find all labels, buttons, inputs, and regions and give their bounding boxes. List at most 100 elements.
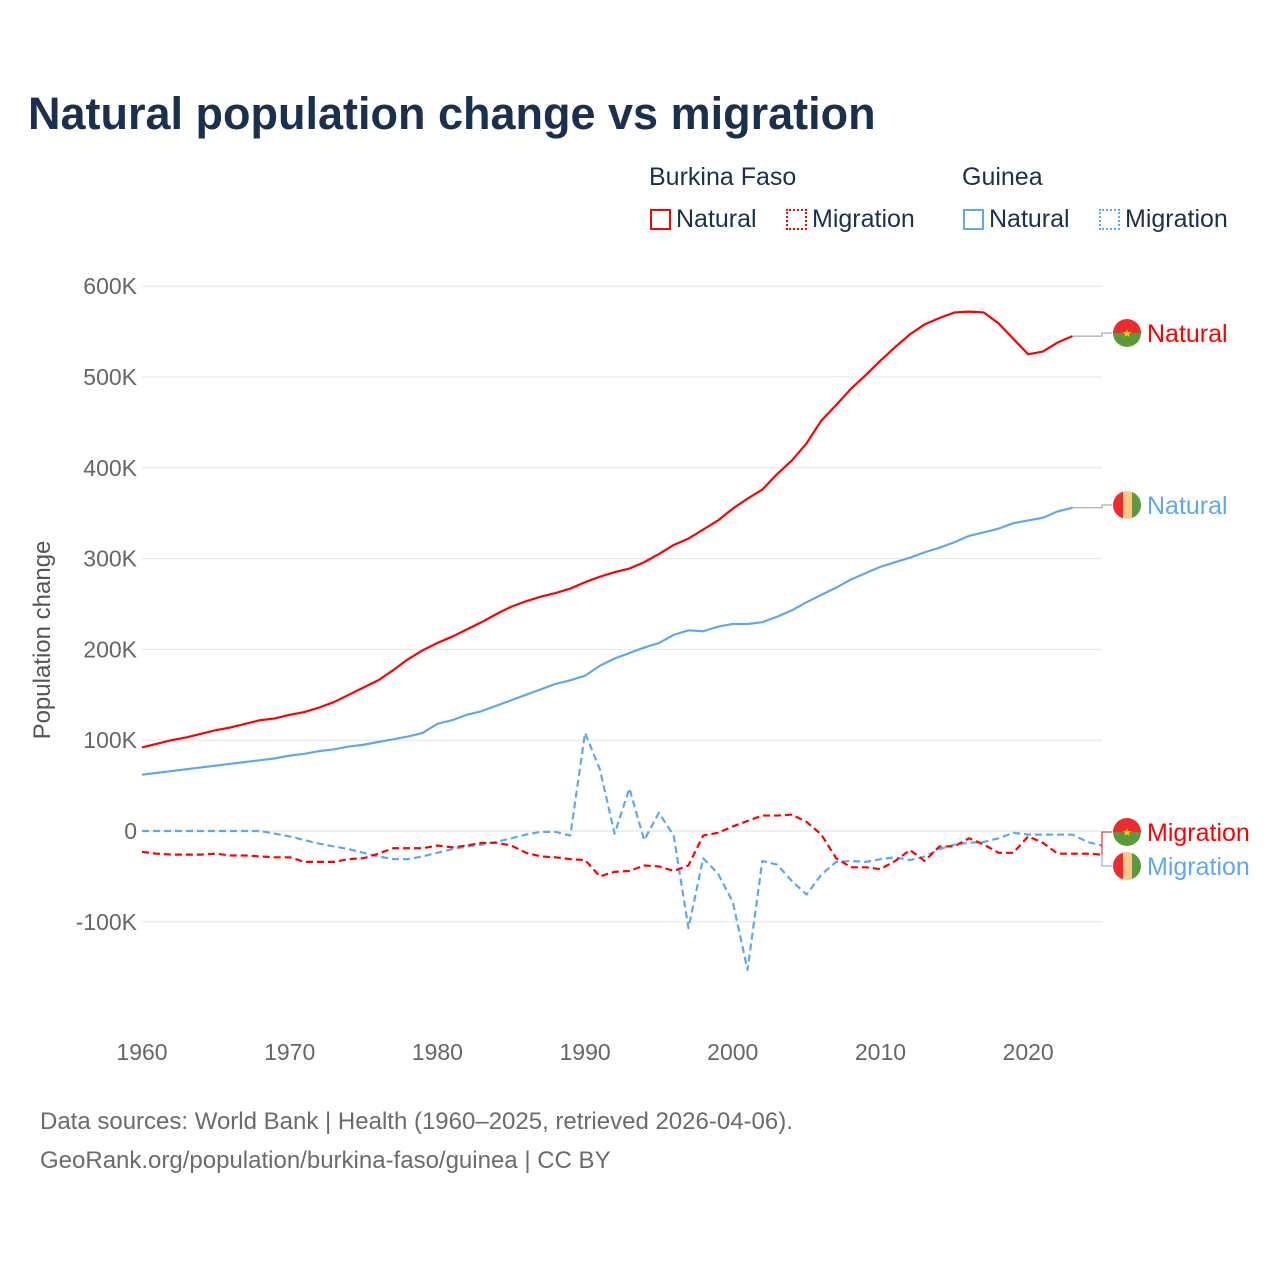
- data-point[interactable]: [286, 711, 294, 719]
- data-point[interactable]: [197, 730, 205, 738]
- data-point[interactable]: [360, 684, 368, 692]
- data-point[interactable]: [965, 532, 973, 540]
- data-point[interactable]: [847, 575, 855, 583]
- data-point[interactable]: [271, 754, 279, 762]
- data-point[interactable]: [507, 842, 515, 850]
- data-point[interactable]: [876, 855, 884, 863]
- data-point[interactable]: [315, 747, 323, 755]
- data-point[interactable]: [1024, 832, 1032, 840]
- data-point[interactable]: [640, 836, 648, 844]
- data-point[interactable]: [1054, 507, 1062, 515]
- data-point[interactable]: [1039, 839, 1047, 847]
- data-point[interactable]: [714, 870, 722, 878]
- data-point[interactable]: [345, 691, 353, 699]
- data-point[interactable]: [655, 809, 663, 817]
- data-point[interactable]: [138, 827, 146, 835]
- data-point[interactable]: [256, 716, 264, 724]
- data-point[interactable]: [448, 843, 456, 851]
- data-point[interactable]: [876, 563, 884, 571]
- data-point[interactable]: [980, 309, 988, 317]
- data-point[interactable]: [300, 750, 308, 758]
- data-point[interactable]: [1009, 849, 1017, 857]
- data-point[interactable]: [212, 850, 220, 858]
- data-point[interactable]: [522, 849, 530, 857]
- data-point[interactable]: [478, 707, 486, 715]
- data-point[interactable]: [803, 818, 811, 826]
- data-point[interactable]: [448, 716, 456, 724]
- data-point[interactable]: [552, 828, 560, 836]
- data-point[interactable]: [788, 606, 796, 614]
- data-point[interactable]: [153, 827, 161, 835]
- data-point[interactable]: [611, 830, 619, 838]
- data-point[interactable]: [241, 720, 249, 728]
- data-point[interactable]: [492, 702, 500, 710]
- series-line[interactable]: [141, 310, 1073, 749]
- data-point[interactable]: [936, 842, 944, 850]
- data-point[interactable]: [433, 720, 441, 728]
- data-point[interactable]: [286, 853, 294, 861]
- data-point[interactable]: [699, 854, 707, 862]
- data-point[interactable]: [729, 620, 737, 628]
- series-line[interactable]: [141, 813, 1103, 878]
- data-point[interactable]: [773, 861, 781, 869]
- legend-item-guinea-natural[interactable]: Natural: [963, 205, 1070, 234]
- data-point[interactable]: [537, 852, 545, 860]
- data-point[interactable]: [463, 625, 471, 633]
- data-point[interactable]: [566, 585, 574, 593]
- legend-item-guinea-migration[interactable]: Migration: [1099, 205, 1228, 234]
- data-point[interactable]: [345, 743, 353, 751]
- data-point[interactable]: [227, 723, 235, 731]
- data-point[interactable]: [1083, 850, 1091, 858]
- data-point[interactable]: [552, 680, 560, 688]
- data-point[interactable]: [168, 736, 176, 744]
- data-point[interactable]: [921, 548, 929, 556]
- data-point[interactable]: [404, 655, 412, 663]
- data-point[interactable]: [581, 578, 589, 586]
- data-point[interactable]: [950, 842, 958, 850]
- data-point[interactable]: [256, 756, 264, 764]
- data-point[interactable]: [419, 729, 427, 737]
- data-point[interactable]: [891, 857, 899, 865]
- data-point[interactable]: [138, 771, 146, 779]
- data-point[interactable]: [817, 417, 825, 425]
- data-point[interactable]: [419, 844, 427, 852]
- data-point[interactable]: [655, 639, 663, 647]
- data-point[interactable]: [906, 554, 914, 562]
- data-point[interactable]: [492, 839, 500, 847]
- data-point[interactable]: [803, 439, 811, 447]
- data-point[interactable]: [655, 862, 663, 870]
- data-point[interactable]: [817, 871, 825, 879]
- data-point[interactable]: [433, 849, 441, 857]
- data-point[interactable]: [1024, 350, 1032, 358]
- data-point[interactable]: [773, 613, 781, 621]
- data-point[interactable]: [330, 858, 338, 866]
- data-point[interactable]: [788, 457, 796, 465]
- data-point[interactable]: [906, 846, 914, 854]
- data-point[interactable]: [153, 769, 161, 777]
- data-point[interactable]: [1039, 831, 1047, 839]
- data-point[interactable]: [611, 868, 619, 876]
- data-point[interactable]: [1039, 348, 1047, 356]
- data-point[interactable]: [168, 827, 176, 835]
- data-point[interactable]: [714, 623, 722, 631]
- data-point[interactable]: [300, 708, 308, 716]
- data-point[interactable]: [788, 811, 796, 819]
- data-point[interactable]: [670, 832, 678, 840]
- data-point[interactable]: [552, 589, 560, 597]
- data-point[interactable]: [596, 662, 604, 670]
- data-point[interactable]: [153, 740, 161, 748]
- data-point[interactable]: [345, 855, 353, 863]
- data-point[interactable]: [803, 891, 811, 899]
- data-point[interactable]: [389, 666, 397, 674]
- data-point[interactable]: [980, 528, 988, 536]
- data-point[interactable]: [1039, 514, 1047, 522]
- data-point[interactable]: [138, 743, 146, 751]
- data-point[interactable]: [522, 831, 530, 839]
- data-point[interactable]: [315, 840, 323, 848]
- data-point[interactable]: [625, 565, 633, 573]
- data-point[interactable]: [1009, 519, 1017, 527]
- data-point[interactable]: [862, 569, 870, 577]
- series-line[interactable]: [142, 731, 1103, 972]
- data-point[interactable]: [699, 832, 707, 840]
- data-point[interactable]: [478, 839, 486, 847]
